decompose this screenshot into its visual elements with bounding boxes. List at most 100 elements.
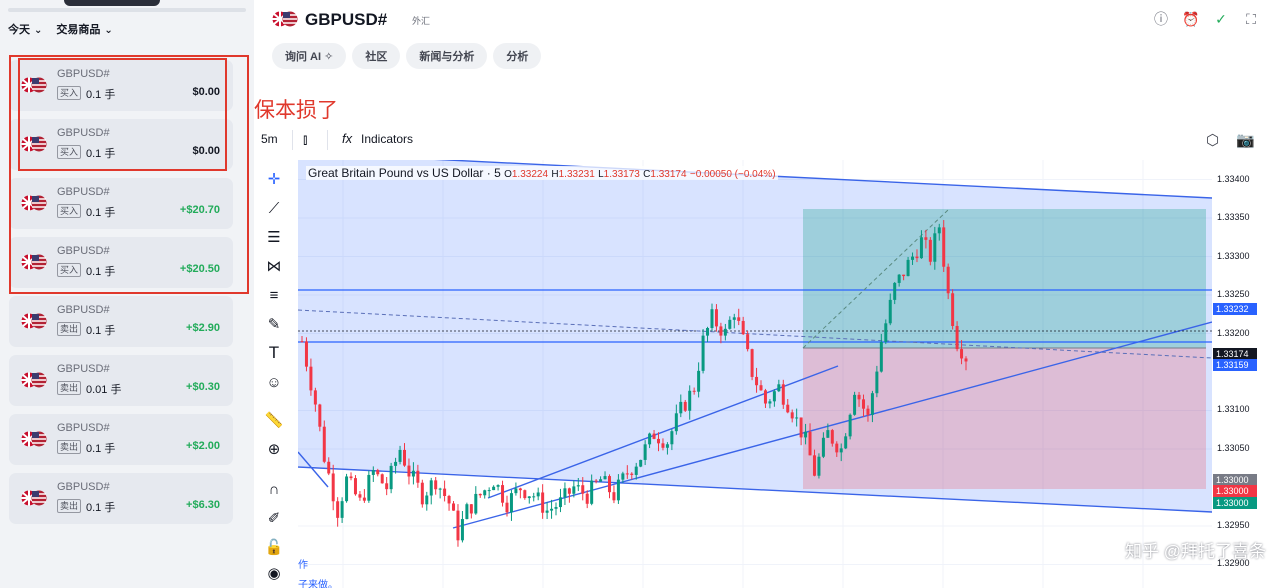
legend-low-label: L	[598, 169, 604, 180]
lock-drawings-icon[interactable]: ✐	[267, 510, 281, 527]
candle-body	[844, 436, 848, 449]
candle-body	[367, 474, 371, 501]
candle-body	[505, 502, 509, 513]
pattern-icon[interactable]: ⋈	[266, 258, 282, 275]
legend-change: −0.00050 (−0.04%)	[689, 169, 776, 180]
eye-icon[interactable]: ◉	[267, 565, 281, 582]
candle-type-icon[interactable]: ⫾	[303, 131, 308, 147]
tab-analysis[interactable]: 分析	[493, 43, 542, 69]
channel-bottom-line	[298, 466, 1212, 513]
support-trendline	[452, 321, 1212, 529]
candle-body	[336, 501, 340, 518]
candle-body	[853, 394, 857, 415]
alarm-icon[interactable]: ⏰	[1182, 10, 1200, 27]
info-icon[interactable]: ⓘ	[1154, 11, 1168, 27]
candle-body	[719, 326, 723, 336]
position-quantity: 0.1 手	[86, 325, 116, 337]
position-symbol: GBPUSD#	[57, 363, 110, 375]
uk-us-flag-icon	[21, 313, 47, 334]
candle-body	[737, 317, 741, 321]
filter-symbol[interactable]: 交易商品 ⌄	[56, 21, 112, 37]
fib-icon[interactable]: ≡	[269, 286, 279, 304]
fullscreen-icon[interactable]: ⛶	[1246, 10, 1256, 27]
candle-body	[955, 325, 959, 350]
candle-body	[429, 480, 433, 496]
check-icon[interactable]: ✓	[1215, 10, 1227, 27]
candle-body	[786, 404, 790, 413]
price-chart[interactable]	[298, 160, 1212, 588]
candle-body	[866, 408, 870, 415]
tab-ask-ai[interactable]: 询问 AI ✧	[272, 43, 347, 69]
positions-panel: 今天 ⌄ 交易商品 ⌄ GBPUSD# 买入 0.1 手 $0.00 GBPUSD# 买入 0.…	[0, 0, 254, 588]
position-pnl: +$20.70	[179, 204, 220, 216]
candle-body	[665, 444, 669, 448]
uk-us-flag-icon	[272, 11, 298, 32]
panel-scroll-indicator[interactable]	[8, 8, 246, 12]
position-card[interactable]: GBPUSD# 卖出 0.1 手 +$6.30	[9, 473, 233, 524]
candle-body	[585, 493, 589, 504]
candle-body	[964, 358, 968, 362]
position-card[interactable]: GBPUSD# 卖出 0.1 手 +$2.00	[9, 414, 233, 465]
zoom-in-icon[interactable]: ⊕	[267, 441, 281, 458]
trendline-icon[interactable]: ⟋	[268, 199, 280, 217]
candle-body	[407, 465, 411, 477]
ruler-icon[interactable]: 📏	[264, 412, 284, 429]
position-symbol: GBPUSD#	[57, 245, 110, 257]
candle-body	[558, 497, 562, 508]
candle-body	[487, 490, 491, 492]
candle-body	[345, 476, 349, 502]
candle-body	[438, 488, 442, 490]
panel-top-handle	[64, 0, 160, 6]
tab-news[interactable]: 新闻与分析	[406, 43, 488, 69]
candle-body	[402, 449, 406, 466]
position-card[interactable]: GBPUSD# 买入 0.1 手 $0.00	[9, 60, 233, 111]
chart-bottom-text: 作子来做。	[298, 556, 338, 588]
indicators-button[interactable]: Indicators	[361, 132, 414, 146]
toolbar-divider	[292, 130, 293, 150]
price-tick: 1.32950	[1217, 519, 1250, 530]
position-pnl: +$6.30	[186, 499, 220, 511]
fx-icon[interactable]: fx	[342, 131, 353, 146]
emoji-icon[interactable]: ☺	[266, 373, 282, 391]
horizontal-lines-icon[interactable]: ☰	[267, 229, 281, 246]
chart-canvas[interactable]	[298, 160, 1212, 588]
candle-body	[460, 519, 464, 541]
candle-body	[625, 473, 629, 475]
channel-fill	[298, 160, 1212, 512]
candle-body	[550, 508, 554, 511]
text-tool-icon[interactable]: T	[268, 343, 280, 362]
position-card[interactable]: GBPUSD# 卖出 0.1 手 +$2.90	[9, 296, 233, 347]
candle-body	[389, 465, 393, 490]
candle-body	[478, 493, 482, 496]
magnet-icon[interactable]: ∩	[268, 480, 280, 498]
brush-icon[interactable]: ✎	[267, 316, 281, 333]
settings-icon[interactable]: ⬡	[1206, 132, 1220, 149]
timeframe-button[interactable]: 5m	[261, 132, 278, 146]
camera-icon[interactable]: 📷	[1236, 132, 1255, 149]
candle-body	[857, 394, 861, 400]
candle-body	[527, 496, 531, 499]
market-badge: 外汇	[412, 16, 431, 26]
filter-date[interactable]: 今天 ⌄	[8, 21, 42, 37]
position-card[interactable]: GBPUSD# 买入 0.1 手 $0.00	[9, 119, 233, 170]
lock-icon[interactable]: 🔓	[264, 539, 284, 556]
candle-body	[621, 473, 625, 480]
crosshair-icon[interactable]: ✛	[267, 171, 281, 188]
price-axis[interactable]: 1.33400 1.33350 1.33300 1.33250 1.33200 1.331…	[1212, 160, 1280, 588]
position-card[interactable]: GBPUSD# 买入 0.1 手 +$20.50	[9, 237, 233, 288]
price-tick: 1.33300	[1217, 250, 1250, 261]
position-card[interactable]: GBPUSD# 买入 0.1 手 +$20.70	[9, 178, 233, 229]
price-tick: 1.33250	[1217, 289, 1250, 300]
candle-body	[697, 370, 701, 392]
position-symbol: GBPUSD#	[57, 422, 110, 434]
filter-symbol-label: 交易商品	[56, 24, 101, 36]
position-card[interactable]: GBPUSD# 卖出 0.01 手 +$0.30	[9, 355, 233, 406]
candle-body	[657, 438, 661, 444]
candle-body	[327, 461, 331, 474]
position-symbol: GBPUSD#	[57, 304, 110, 316]
chevron-down-icon: ⌄	[104, 25, 113, 36]
projection-line	[802, 209, 949, 349]
tab-community[interactable]: 社区	[352, 43, 401, 69]
channel-top-line	[434, 160, 1212, 199]
candle-body	[545, 510, 549, 513]
